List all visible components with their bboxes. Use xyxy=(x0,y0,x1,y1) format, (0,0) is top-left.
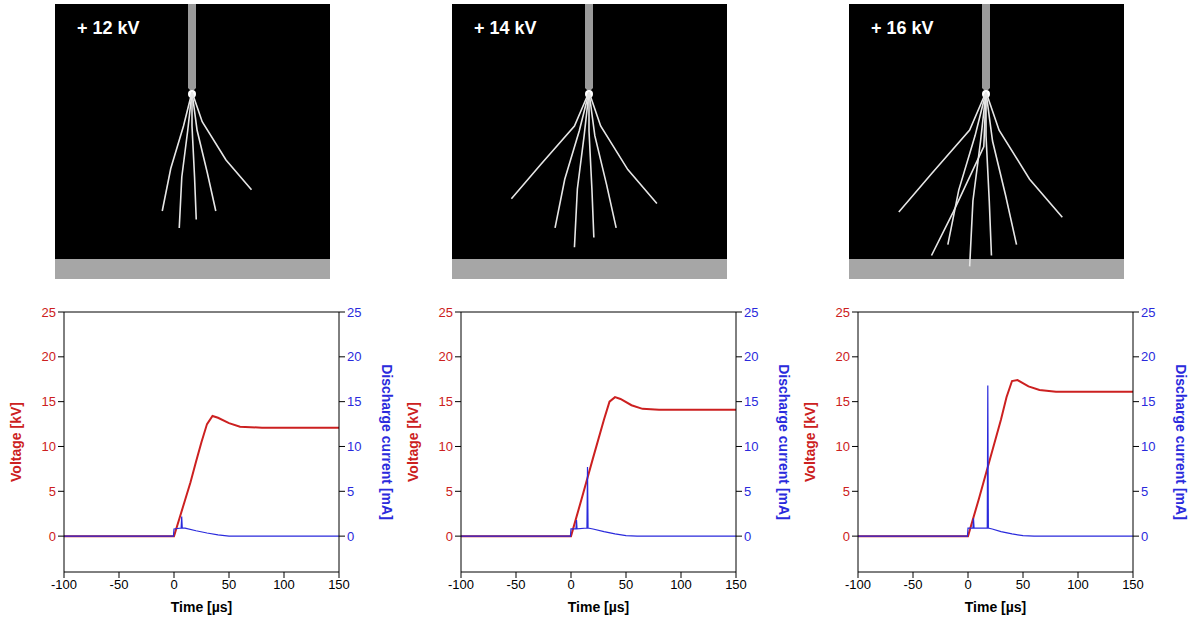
svg-text:0: 0 xyxy=(446,529,453,544)
svg-text:20: 20 xyxy=(42,349,56,364)
svg-text:5: 5 xyxy=(744,484,751,499)
svg-text:150: 150 xyxy=(1122,577,1144,592)
svg-text:25: 25 xyxy=(42,305,56,320)
svg-text:150: 150 xyxy=(328,577,350,592)
svg-text:20: 20 xyxy=(1141,349,1155,364)
svg-text:20: 20 xyxy=(439,349,453,364)
svg-text:20: 20 xyxy=(744,349,758,364)
svg-text:0: 0 xyxy=(49,529,56,544)
svg-text:100: 100 xyxy=(1067,577,1089,592)
svg-text:0: 0 xyxy=(1141,529,1148,544)
svg-text:150: 150 xyxy=(725,577,747,592)
svg-text:Time [µs]: Time [µs] xyxy=(568,599,630,615)
svg-text:20: 20 xyxy=(836,349,850,364)
svg-text:15: 15 xyxy=(1141,394,1155,409)
svg-text:Voltage [kV]: Voltage [kV] xyxy=(405,402,421,482)
svg-text:15: 15 xyxy=(42,394,56,409)
svg-text:15: 15 xyxy=(836,394,850,409)
svg-text:-100: -100 xyxy=(845,577,871,592)
svg-text:0: 0 xyxy=(964,577,971,592)
svg-text:-50: -50 xyxy=(110,577,129,592)
svg-text:15: 15 xyxy=(744,394,758,409)
svg-text:5: 5 xyxy=(446,484,453,499)
svg-text:-100: -100 xyxy=(51,577,77,592)
svg-text:10: 10 xyxy=(347,439,361,454)
svg-text:+ 14 kV: + 14 kV xyxy=(474,18,537,38)
svg-text:-50: -50 xyxy=(904,577,923,592)
svg-text:50: 50 xyxy=(222,577,236,592)
svg-text:10: 10 xyxy=(744,439,758,454)
svg-text:50: 50 xyxy=(619,577,633,592)
svg-text:10: 10 xyxy=(439,439,453,454)
svg-text:Time [µs]: Time [µs] xyxy=(965,599,1027,615)
svg-text:Time [µs]: Time [µs] xyxy=(171,599,233,615)
svg-text:Voltage [kV]: Voltage [kV] xyxy=(802,402,818,482)
svg-text:10: 10 xyxy=(1141,439,1155,454)
svg-text:25: 25 xyxy=(836,305,850,320)
svg-text:0: 0 xyxy=(744,529,751,544)
svg-text:100: 100 xyxy=(670,577,692,592)
svg-text:-50: -50 xyxy=(507,577,526,592)
svg-text:25: 25 xyxy=(347,305,361,320)
svg-text:15: 15 xyxy=(439,394,453,409)
svg-text:5: 5 xyxy=(1141,484,1148,499)
svg-text:20: 20 xyxy=(347,349,361,364)
svg-text:+ 12 kV: + 12 kV xyxy=(77,18,140,38)
svg-text:15: 15 xyxy=(347,394,361,409)
svg-text:100: 100 xyxy=(273,577,295,592)
svg-text:0: 0 xyxy=(843,529,850,544)
svg-text:-100: -100 xyxy=(448,577,474,592)
svg-text:10: 10 xyxy=(42,439,56,454)
svg-text:10: 10 xyxy=(836,439,850,454)
svg-text:5: 5 xyxy=(843,484,850,499)
svg-text:50: 50 xyxy=(1016,577,1030,592)
svg-text:25: 25 xyxy=(439,305,453,320)
svg-text:Discharge current [mA]: Discharge current [mA] xyxy=(379,364,395,520)
svg-text:Discharge current [mA]: Discharge current [mA] xyxy=(776,364,792,520)
svg-text:5: 5 xyxy=(49,484,56,499)
svg-text:25: 25 xyxy=(744,305,758,320)
svg-text:Voltage [kV]: Voltage [kV] xyxy=(8,402,24,482)
svg-text:+ 16 kV: + 16 kV xyxy=(871,18,934,38)
svg-text:25: 25 xyxy=(1141,305,1155,320)
svg-text:0: 0 xyxy=(567,577,574,592)
svg-text:0: 0 xyxy=(170,577,177,592)
svg-text:0: 0 xyxy=(347,529,354,544)
svg-text:5: 5 xyxy=(347,484,354,499)
svg-text:Discharge current [mA]: Discharge current [mA] xyxy=(1173,364,1189,520)
